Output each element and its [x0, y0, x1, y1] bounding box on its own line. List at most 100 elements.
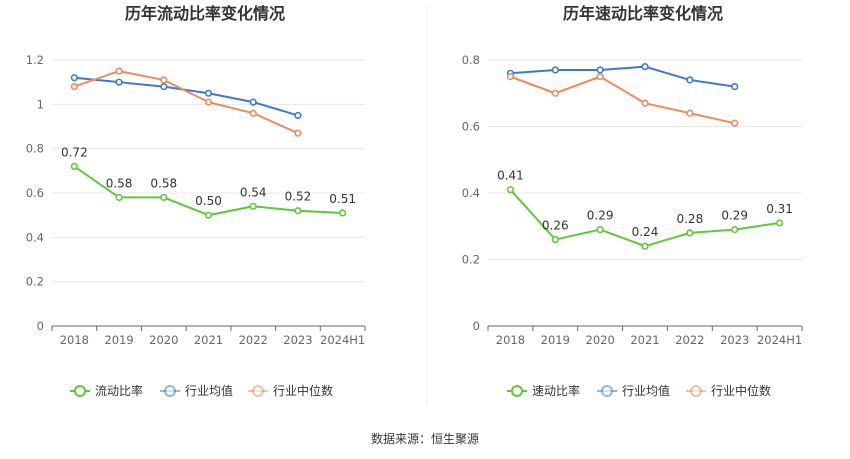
y-tick-label: 0.4	[462, 186, 480, 200]
data-point	[686, 109, 694, 117]
data-point	[686, 229, 694, 237]
chart-1: 历年流动比率变化情况 0 0.2 0.4 0.6 0.8 1 1.2 2018 2019 2020 2…	[26, 4, 366, 398]
series-line-3	[74, 70, 299, 135]
data-label: 0.29	[587, 209, 614, 223]
x-tick-label: 2022	[675, 333, 704, 347]
x-tick-label: 2022	[239, 333, 268, 347]
x-tick-label: 2021	[194, 333, 223, 347]
series-line-2	[510, 65, 735, 88]
data-point	[249, 202, 257, 210]
data-label: 0.50	[195, 194, 222, 208]
data-point	[294, 207, 302, 215]
x-tick-label: 2018	[60, 333, 89, 347]
data-point	[731, 225, 739, 234]
data-point	[551, 89, 559, 97]
data-label: 0.28	[676, 212, 703, 226]
legend-item-2: 行业均值	[597, 383, 670, 398]
legend-marker	[74, 385, 86, 397]
legend-marker	[690, 385, 702, 397]
data-point	[204, 211, 213, 219]
legend-item-1: 速动比率	[507, 383, 580, 398]
data-point	[641, 242, 649, 250]
data-label: 0.54	[240, 185, 267, 199]
legend-item-3: 行业中位数	[248, 383, 333, 398]
x-tick-label: 2018	[496, 333, 525, 347]
data-point	[596, 66, 604, 74]
data-point	[294, 111, 302, 120]
data-label: 0.72	[61, 145, 88, 159]
y-tick-label: 0.6	[26, 186, 44, 200]
legend-item-1: 流动比率	[70, 383, 143, 398]
x-tick-label: 2020	[586, 333, 615, 347]
data-point	[731, 82, 739, 91]
y-tick-label: 0.8	[462, 53, 480, 67]
y-tick-label: 1	[37, 97, 44, 111]
y-tick-label: 0.6	[462, 120, 480, 134]
x-tick-label: 2019	[541, 333, 570, 347]
chart-title: 历年流动比率变化情况	[125, 4, 285, 23]
data-point	[641, 63, 649, 71]
data-point	[506, 73, 515, 81]
legend-marker	[511, 385, 523, 397]
data-point	[294, 129, 302, 137]
x-tick-label: 2024H1	[757, 333, 802, 347]
data-label: 0.29	[721, 209, 748, 223]
data-label: 0.24	[632, 225, 659, 239]
y-tick-label: 0	[473, 319, 480, 333]
data-point	[551, 66, 559, 74]
data-label: 0.26	[542, 219, 569, 233]
y-tick-label: 0.4	[26, 230, 44, 244]
legend-marker	[252, 385, 264, 397]
x-tick-label: 2023	[720, 333, 749, 347]
legend-label: 速动比率	[532, 383, 580, 398]
data-point	[249, 109, 257, 117]
legend-label: 行业中位数	[273, 383, 333, 398]
data-point	[249, 98, 257, 106]
data-point	[596, 73, 604, 81]
y-tick-label: 0.2	[462, 253, 480, 267]
legend-label: 行业均值	[622, 383, 670, 398]
data-point	[596, 225, 604, 234]
legend-label: 行业均值	[185, 383, 233, 398]
legend-label: 流动比率	[95, 383, 143, 398]
y-tick-label: 0	[37, 319, 44, 333]
data-point	[731, 119, 739, 127]
data-label: 0.58	[106, 176, 133, 190]
data-point	[506, 186, 515, 194]
chart-2: 历年速动比率变化情况 0 0.2 0.4 0.6 0.8 2018 2019 2020 2021 2…	[462, 4, 803, 398]
data-point	[160, 76, 168, 84]
data-label: 0.41	[497, 169, 524, 183]
data-label: 0.52	[285, 190, 312, 204]
legend-marker	[601, 385, 613, 397]
x-tick-label: 2023	[283, 333, 312, 347]
data-point	[115, 193, 123, 202]
x-tick-label: 2020	[149, 333, 178, 347]
chart-title: 历年速动比率变化情况	[563, 4, 723, 23]
data-point	[339, 209, 347, 217]
data-label: 0.51	[329, 192, 356, 206]
x-tick-label: 2019	[104, 333, 133, 347]
data-label: 0.58	[150, 176, 177, 190]
data-point	[160, 193, 168, 202]
data-point	[70, 74, 78, 82]
legend-item-2: 行业均值	[160, 383, 233, 398]
legend-marker	[164, 385, 176, 397]
data-label: 0.31	[766, 202, 793, 216]
data-point	[204, 98, 213, 106]
data-point	[775, 219, 784, 227]
x-tick-label: 2024H1	[320, 333, 365, 347]
y-tick-label: 0.2	[26, 275, 44, 289]
data-point	[70, 162, 78, 170]
data-point	[115, 78, 123, 86]
data-source-note: 数据来源：恒生聚源	[370, 432, 479, 446]
legend-item-3: 行业中位数	[686, 383, 771, 398]
y-tick-label: 1.2	[26, 53, 44, 67]
legend-label: 行业中位数	[711, 383, 771, 398]
series-line-3	[510, 75, 735, 125]
data-point	[686, 76, 694, 84]
data-point	[70, 82, 78, 91]
y-tick-label: 0.8	[26, 142, 44, 156]
data-point	[115, 67, 123, 75]
